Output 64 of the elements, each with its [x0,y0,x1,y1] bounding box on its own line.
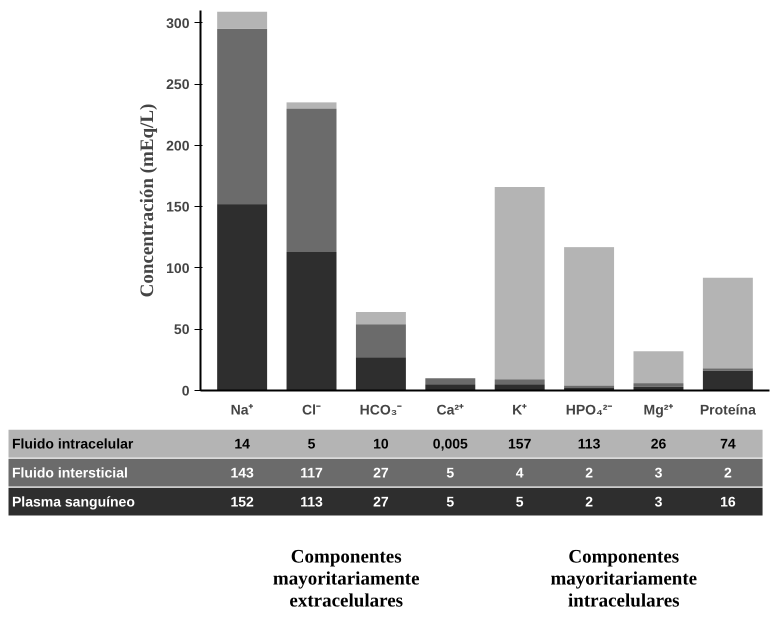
bar [494,187,545,380]
y-tick-label: 150 [166,198,190,215]
bar [494,379,545,384]
x-tick-label: K⁺ [512,402,528,418]
data-label: 10 [373,436,389,452]
bar [286,252,337,390]
bar [217,28,268,204]
y-tick-label: 50 [174,321,190,338]
y-tick-label: 300 [166,14,190,31]
data-label: 117 [300,464,324,481]
y-tick-label: 0 [182,382,190,398]
y-tick-label: 250 [166,76,190,92]
data-label: 26 [650,436,666,452]
text: Fluido intersticial [12,464,128,481]
data-label: 2 [724,464,732,481]
y-axis-title: Concentración (mEq/L) [137,104,158,298]
data-label: 0,005 [432,436,468,452]
data-label: 113 [578,436,601,452]
text: Componentes mayoritariamente extracelulares [272,546,420,612]
data-label: 157 [508,436,532,452]
x-tick-label: HCO₃⁻ [360,402,402,418]
bar [702,278,753,368]
y-tick-label: 200 [166,137,190,154]
data-label: 3 [654,494,663,510]
data-label: 2 [585,494,594,510]
x-tick-label: Cl⁻ [302,402,322,418]
y-tick-label: 100 [166,260,190,276]
data-label: 152 [230,494,254,510]
bar [356,357,406,390]
x-tick-label: Proteína [700,402,756,418]
data-label: 27 [373,494,389,510]
x-tick-label: Ca²⁺ [436,402,464,418]
data-label: 5 [446,494,454,510]
bar [564,386,614,388]
data-label: 143 [230,464,254,481]
data-label: 14 [234,436,250,452]
data-label: 27 [373,464,389,481]
bar [356,324,406,358]
data-label: 4 [516,464,524,481]
data-label: 74 [720,436,736,452]
data-label: 2 [585,464,594,481]
text: Componentes mayoritariamente intracelulares [550,546,698,612]
data-label: 3 [654,464,663,481]
bar [702,370,753,390]
bar [217,204,268,390]
bar [702,368,753,371]
data-label: 5 [516,494,524,510]
bar [633,351,684,384]
data-label: 16 [720,494,736,510]
data-label: 113 [300,494,324,510]
text: Plasma sanguíneo [12,494,135,510]
bar [633,383,684,387]
x-tick-label: Mg²⁺ [644,402,674,418]
bar [564,247,614,386]
x-tick-label: Na⁺ [230,402,254,418]
bar [286,102,337,109]
bar [286,108,337,252]
data-label: 5 [446,464,454,481]
bar [356,312,406,324]
bar [425,378,476,384]
x-tick-label: HPO₄²⁻ [566,402,612,418]
bar [217,12,268,29]
text: Fluido intracelular [12,436,134,452]
data-label: 5 [308,436,316,452]
